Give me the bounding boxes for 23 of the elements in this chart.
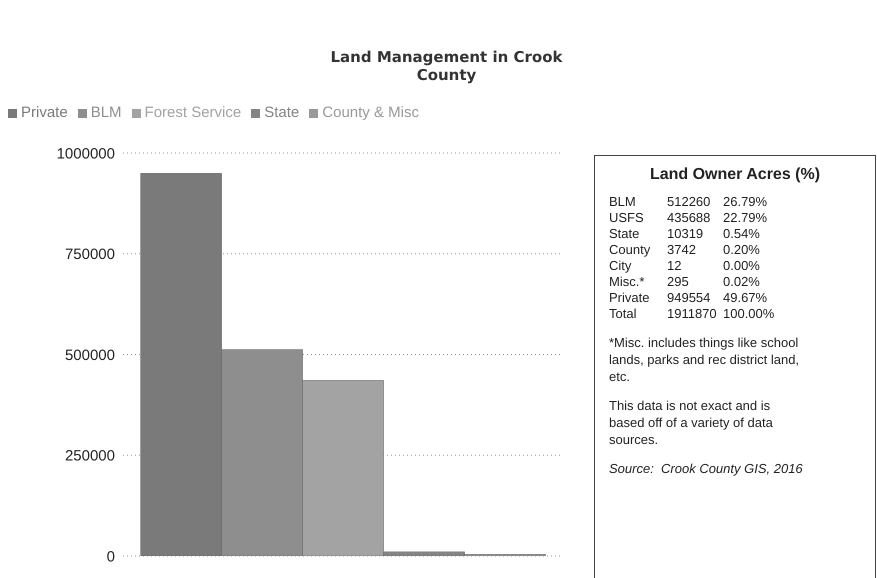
y-tick-label: 0	[106, 548, 115, 566]
y-tick-label: 750000	[64, 246, 115, 264]
text: USFS 435688 22.79%	[609, 210, 768, 225]
source-note: Source: Crook County GIS, 2016	[609, 460, 804, 477]
text: Land Owner Acres (%)	[648, 166, 822, 184]
text: Misc.* 295 0.02%	[609, 274, 760, 289]
y-tick-label: 500000	[64, 346, 115, 364]
text: *Misc. includes things like school lands, parks and rec district land, etc.	[609, 334, 800, 385]
text: City 12 0.00%	[609, 258, 760, 273]
text: State 10319 0.54%	[609, 226, 760, 241]
legend-label: BLM	[90, 104, 122, 121]
text: County 3742 0.20%	[609, 242, 760, 257]
legend-label: State	[264, 104, 300, 121]
y-tick-label: 250000	[64, 448, 115, 465]
legend-label: County & Misc	[322, 104, 419, 121]
legend-label: Forest Service	[144, 104, 242, 121]
legend-label: Private	[21, 104, 68, 121]
text: BLM 512260 26.79%	[609, 194, 768, 209]
text: Private 949554 49.67%	[609, 290, 768, 305]
text: Total 1911870 100.00%	[609, 306, 774, 321]
chart-title: Land Management in Crook County	[330, 48, 564, 84]
y-tick-label: 1000000	[56, 145, 115, 162]
text: This data is not exact and is based off of a variety of data sources.	[609, 397, 774, 448]
